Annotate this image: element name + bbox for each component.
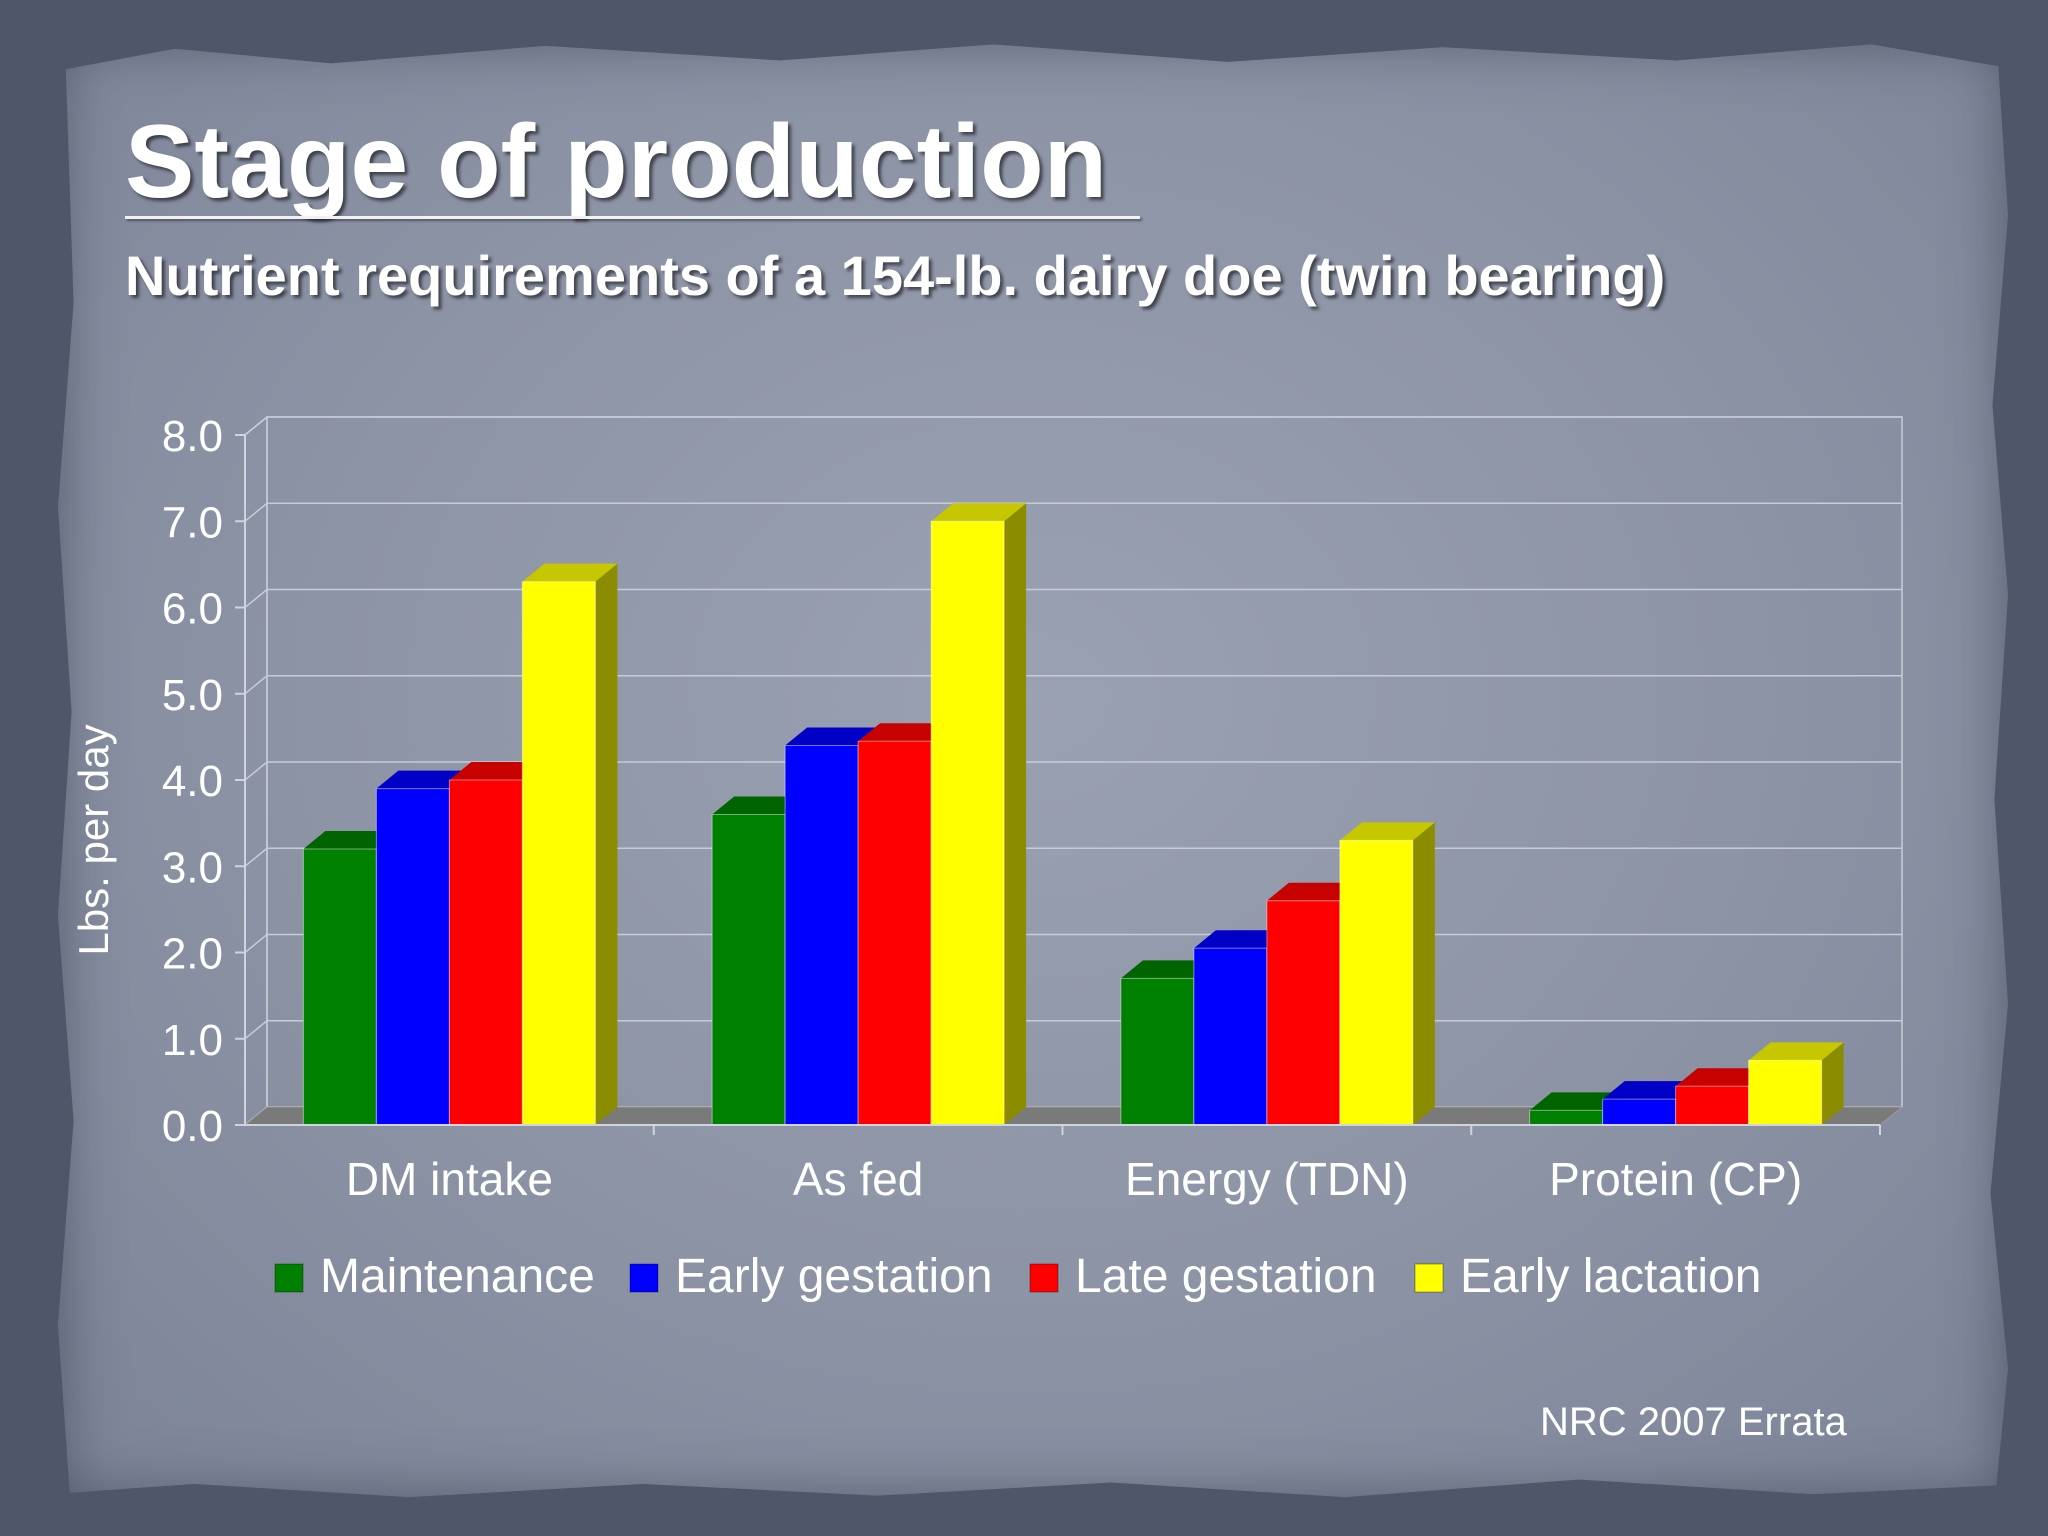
bar-front [1748,1059,1823,1126]
legend-label: Early lactation [1460,1250,1761,1303]
chart-axes: 0.0 1.0 2.0 3.0 4.0 5.0 6.0 7.0 8.0 DM intake As f… [162,412,1881,1205]
bar-side [595,563,618,1125]
legend-item: Late gestation [1029,1250,1377,1303]
bar-side [1004,503,1027,1125]
legend-swatch [629,1263,659,1293]
bar-early-lactation [1339,822,1435,1126]
x-tick-label: DM intake [346,1153,553,1205]
bar-front [448,779,523,1126]
bar-top [1529,1092,1625,1111]
gridline [244,675,1902,695]
y-tick-label: 0.0 [162,1102,223,1151]
bar-top [449,762,545,780]
bar-front [1120,977,1195,1126]
slide-background [58,44,2008,1498]
source-citation: NRC 2007 Errata [1540,1400,1847,1444]
legend-label: Maintenance [320,1250,595,1303]
bar-front [302,848,377,1126]
slide-subtitle: Nutrient requirements of a 154-lb. dairy… [125,244,1666,307]
y-tick-label: 2.0 [162,930,223,979]
bar-early-lactation [521,563,618,1126]
chart-bars [302,503,1844,1126]
legend-swatch [1029,1263,1059,1293]
bar-early-lactation [930,503,1027,1126]
bar-front [1266,900,1341,1126]
bar-front [1675,1085,1750,1126]
bar-top [858,723,954,742]
bar-top [785,727,881,746]
x-tick-label: As fed [793,1153,923,1205]
bar-front [375,788,450,1126]
bar-side [1412,822,1435,1125]
bar-front [857,740,932,1126]
bar-front [1339,839,1414,1126]
bar-front [1529,1109,1604,1126]
bar-top [1266,882,1362,901]
bar-top [1602,1081,1698,1100]
legend-item: Early gestation [629,1250,993,1303]
slide-title: Stage of production [125,104,1108,220]
bar-top [1675,1068,1771,1087]
bar-top [303,831,399,849]
bar-top [522,563,618,582]
gridline [244,761,1902,781]
bar-front [521,581,596,1126]
y-tick-label: 8.0 [162,412,223,461]
x-tick-label: Energy (TDN) [1125,1153,1409,1205]
bar-top [1339,822,1435,841]
legend-item: Early lactation [1414,1250,1761,1303]
y-tick-label: 1.0 [162,1016,223,1065]
bar-front [1602,1098,1677,1126]
y-tick-label: 7.0 [162,498,223,547]
bar-top [376,770,472,789]
x-tick-label: Protein (CP) [1549,1153,1802,1205]
legend-label: Early gestation [675,1250,993,1303]
bar-top [712,796,808,815]
y-tick-label: 6.0 [162,585,223,634]
gridline [244,588,1902,609]
gridline [244,502,1902,522]
title-underline [125,216,1140,219]
bar-top [1120,960,1216,979]
bar-front [1193,947,1268,1126]
y-tick-label: 3.0 [162,843,223,892]
bar-top [1748,1042,1844,1061]
y-axis-label: Lbs. per day [70,724,117,955]
y-tick-label: 5.0 [162,671,223,720]
bar-side [1821,1042,1844,1125]
chart-legend: Maintenance Early gestation Late gestation… [274,1250,1761,1303]
bar-early-lactation [1748,1042,1844,1126]
gridline [244,416,1902,436]
bar-front [930,520,1005,1126]
bar-front [711,814,786,1126]
bar-top [1193,930,1289,949]
legend-item: Maintenance [274,1250,595,1303]
legend-label: Late gestation [1075,1250,1377,1303]
legend-swatch [1414,1263,1444,1293]
legend-swatch [274,1263,304,1293]
y-tick-label: 4.0 [162,757,223,806]
bar-top [931,503,1027,522]
bar-front [784,745,859,1126]
